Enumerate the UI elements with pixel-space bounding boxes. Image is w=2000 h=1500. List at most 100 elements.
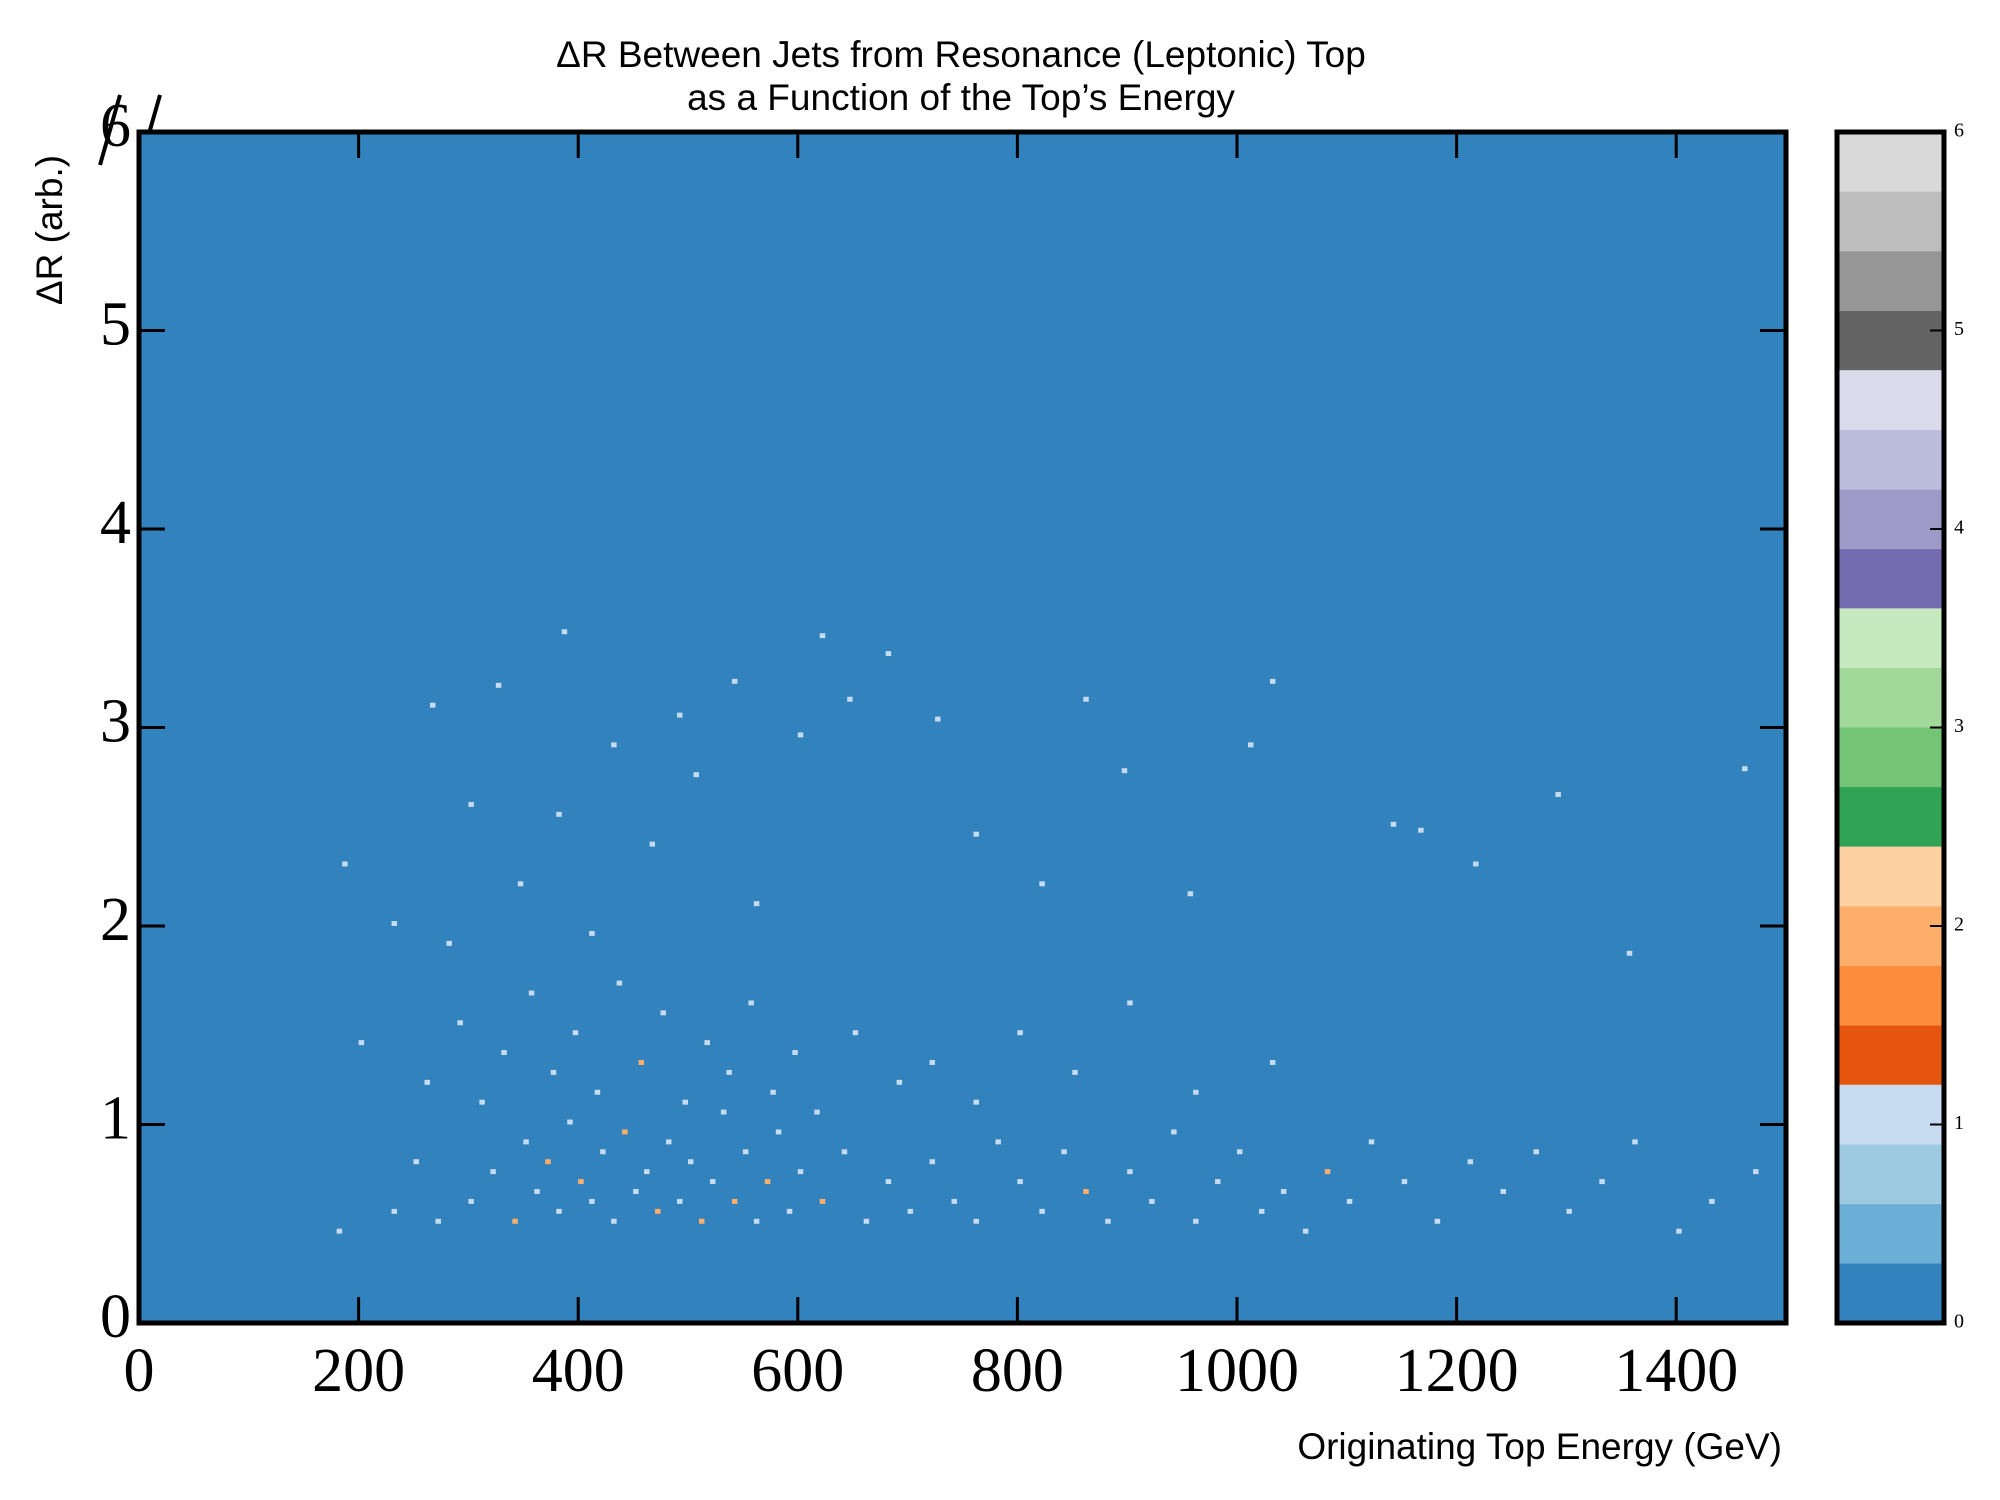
cell xyxy=(720,1109,727,1115)
y-tick-label: 2 xyxy=(100,886,131,954)
chart-title: as a Function of the Top’s Energy xyxy=(687,77,1235,118)
cell xyxy=(677,1198,683,1204)
cell xyxy=(572,1030,579,1036)
cell xyxy=(1280,1189,1287,1194)
cell xyxy=(644,1169,650,1175)
colorbar-band xyxy=(1837,608,1944,668)
colorbar-tick-label: 6 xyxy=(1954,120,1964,142)
cell xyxy=(792,1050,798,1056)
cell xyxy=(1368,1139,1375,1145)
cell xyxy=(1709,1198,1715,1204)
cell xyxy=(1017,1179,1023,1185)
cell xyxy=(1467,1159,1474,1165)
cell xyxy=(1599,1179,1605,1185)
colorbar-band xyxy=(1837,1025,1944,1085)
cell xyxy=(819,1198,826,1204)
cell xyxy=(517,881,524,887)
cell xyxy=(786,1208,793,1214)
cell xyxy=(528,990,535,996)
cell xyxy=(600,1149,606,1155)
cell xyxy=(896,1079,903,1085)
cell xyxy=(1626,950,1633,956)
cell xyxy=(797,1169,804,1175)
cell xyxy=(550,1069,557,1075)
background xyxy=(139,132,1786,1323)
cell xyxy=(633,1189,639,1194)
decoration xyxy=(98,94,122,166)
cell xyxy=(1083,696,1089,702)
cell xyxy=(1500,1189,1507,1194)
cell xyxy=(704,1040,710,1046)
cell xyxy=(611,1218,617,1224)
cell xyxy=(1676,1228,1682,1234)
cell xyxy=(1083,1189,1089,1194)
y-tick-label: 1 xyxy=(100,1085,131,1153)
colorbar-band xyxy=(1837,370,1944,430)
cell xyxy=(935,716,941,722)
x-tick-label: 1400 xyxy=(1614,1337,1738,1405)
cell xyxy=(1149,1198,1155,1204)
cell xyxy=(1121,768,1128,774)
colorbar-tick-label: 5 xyxy=(1954,318,1964,340)
colorbar-band xyxy=(1837,191,1944,252)
cell xyxy=(1017,1030,1023,1036)
cell xyxy=(929,1059,936,1065)
cell xyxy=(336,1228,343,1234)
colorbar-band xyxy=(1837,965,1944,1026)
y-tick-label: 0 xyxy=(100,1283,131,1351)
cell xyxy=(1127,1000,1133,1006)
cell xyxy=(1039,1208,1045,1214)
cell xyxy=(660,1010,667,1016)
cell xyxy=(1473,861,1479,867)
cell xyxy=(534,1189,540,1194)
cell xyxy=(847,696,853,702)
cell xyxy=(1105,1218,1111,1224)
cell xyxy=(479,1099,485,1105)
x-tick-label: 1200 xyxy=(1395,1337,1519,1405)
cell xyxy=(682,1099,688,1105)
colorbar-band xyxy=(1837,1263,1944,1323)
cell xyxy=(611,742,617,748)
cell xyxy=(589,1198,595,1204)
cell xyxy=(951,1198,958,1204)
colorbar-band xyxy=(1837,548,1944,609)
cell xyxy=(342,861,348,867)
x-axis-label: Originating Top Energy (GeV) xyxy=(1297,1426,1782,1467)
colorbar-band xyxy=(1837,132,1944,192)
cell xyxy=(391,921,398,926)
cell xyxy=(1127,1169,1133,1175)
cell xyxy=(1193,1089,1199,1095)
cell xyxy=(1390,821,1397,827)
colorbar-band xyxy=(1837,489,1944,549)
cell xyxy=(501,1050,507,1056)
x-tick-label: 1000 xyxy=(1175,1337,1299,1405)
cell xyxy=(1555,792,1561,797)
cell xyxy=(616,980,623,986)
y-axis-label: ΔR (arb.) xyxy=(29,155,70,305)
cell xyxy=(1247,742,1254,748)
colorbar-band xyxy=(1837,310,1944,371)
cell xyxy=(995,1139,1001,1145)
cell xyxy=(490,1169,496,1175)
cell xyxy=(523,1139,529,1145)
cell xyxy=(726,1069,732,1075)
cell xyxy=(1215,1179,1221,1185)
cell xyxy=(753,1218,760,1224)
cell xyxy=(655,1208,661,1214)
cell xyxy=(446,940,452,946)
cell xyxy=(1434,1218,1441,1224)
colorbar-tick-label: 1 xyxy=(1954,1112,1964,1134)
cell xyxy=(567,1119,573,1125)
cell xyxy=(358,1040,365,1046)
y-tick-label: 4 xyxy=(100,489,131,557)
cell xyxy=(973,831,979,837)
cell xyxy=(1418,827,1424,833)
cell xyxy=(1061,1149,1067,1155)
x-tick-label: 800 xyxy=(971,1337,1064,1405)
cell xyxy=(429,702,436,708)
cell xyxy=(688,1159,694,1165)
cell xyxy=(1187,891,1194,897)
colorbar-band xyxy=(1837,787,1944,847)
cell xyxy=(698,1218,705,1224)
colorbar-band xyxy=(1837,1203,1944,1264)
